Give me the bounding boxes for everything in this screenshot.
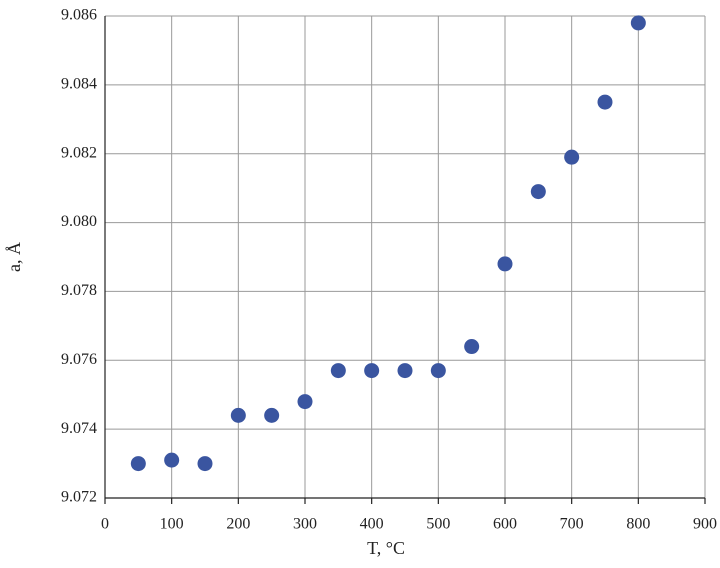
data-point [564,149,580,165]
data-point [164,452,180,468]
data-point [497,256,513,272]
x-tick-label: 900 [693,516,717,533]
y-tick-label: 9.074 [61,420,97,437]
x-tick-label: 200 [226,516,250,533]
data-point [230,407,246,423]
x-tick-label: 600 [493,516,517,533]
x-tick-label: 300 [293,516,317,533]
x-tick-label: 800 [626,516,650,533]
data-point [430,363,446,379]
data-point [630,15,646,31]
x-axis-label: T, °C [367,538,405,558]
y-axis-label: a, Å [4,242,24,272]
data-point [464,339,480,355]
x-tick-label: 100 [160,516,184,533]
x-tick-label: 700 [560,516,584,533]
y-tick-label: 9.076 [61,351,97,368]
data-point [130,456,146,472]
x-tick-label: 400 [360,516,384,533]
data-point [264,407,280,423]
data-point [364,363,380,379]
x-tick-label: 0 [101,516,109,533]
data-point [297,394,313,410]
data-point [597,94,613,110]
data-point [397,363,413,379]
y-tick-label: 9.082 [61,144,97,161]
y-tick-label: 9.072 [61,489,97,506]
data-point [330,363,346,379]
y-tick-label: 9.086 [61,7,97,24]
y-tick-label: 9.080 [61,213,97,230]
y-tick-label: 9.084 [61,76,97,93]
y-tick-label: 9.078 [61,282,97,299]
data-point [197,456,213,472]
x-tick-label: 500 [426,516,450,533]
data-point [530,184,546,200]
